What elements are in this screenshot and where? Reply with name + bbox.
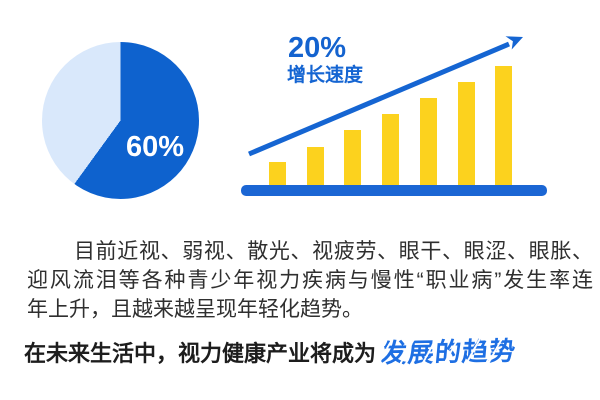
paragraph-line: 迎风流泪等各种青少年视力疾病与慢性“职业病”发生率连 xyxy=(27,269,593,292)
bar xyxy=(344,130,361,185)
paragraph-line: 目前近视、弱视、散光、视疲劳、眼干、眼涩、眼胀、 xyxy=(74,240,593,263)
headline-highlight: 发展的趋势 xyxy=(379,335,518,369)
bar xyxy=(495,66,512,185)
bar xyxy=(307,147,324,185)
bar xyxy=(269,162,286,185)
bar xyxy=(458,82,475,185)
chart-baseline xyxy=(241,185,547,196)
headline: 在未来生活中，视力健康产业将成为 发展的趋势 xyxy=(24,336,594,370)
headline-prefix: 在未来生活中，视力健康产业将成为 xyxy=(24,341,377,366)
body-paragraph: 目前近视、弱视、散光、视疲劳、眼干、眼涩、眼胀、 迎风流泪等各种青少年视力疾病与… xyxy=(27,237,593,324)
paragraph-line: 年上升，且越来越呈现年轻化趋势。 xyxy=(27,298,363,321)
bar xyxy=(382,114,399,185)
pie-chart xyxy=(42,42,199,199)
bar xyxy=(420,98,437,185)
pie-label: 60% xyxy=(126,131,185,163)
